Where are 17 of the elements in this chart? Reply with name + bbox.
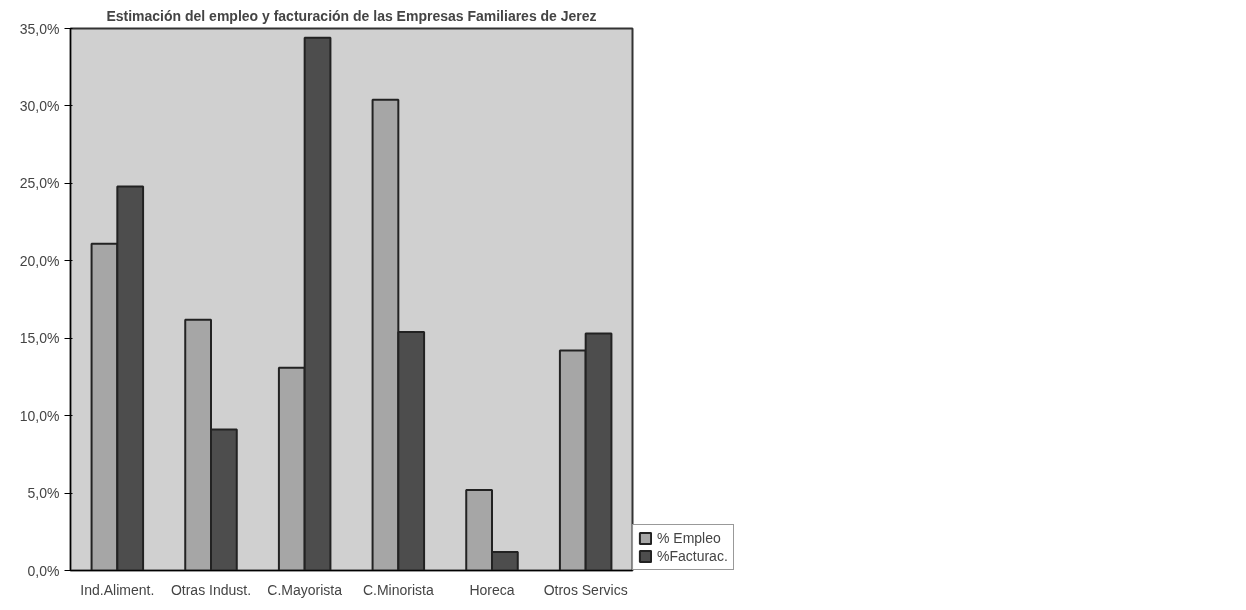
x-tick-label: Otros Servics — [543, 581, 628, 598]
y-tick-label: 30,0% — [19, 97, 60, 114]
x-tick-label: Ind.Aliment. — [80, 581, 155, 598]
y-tick-label: 5,0% — [27, 485, 60, 502]
x-tick-label: Horeca — [469, 581, 515, 598]
x-tick-label: C.Mayorista — [267, 581, 343, 598]
y-tick-label: 35,0% — [19, 20, 60, 37]
y-tick-label: 15,0% — [19, 330, 60, 347]
y-tick-label: 10,0% — [19, 407, 60, 424]
legend-label: %Facturac. — [657, 548, 728, 564]
y-tick-label: 20,0% — [19, 252, 60, 269]
x-tick-label: Otras Indust. — [170, 581, 252, 598]
y-tick-label: 25,0% — [19, 175, 60, 192]
y-tick-label: 0,0% — [27, 562, 60, 579]
x-tick-label: C.Minorista — [362, 581, 434, 598]
legend-label: % Empleo — [657, 530, 721, 546]
chart-title: Estimación del empleo y facturación de las Empresas Familiares de Jerez — [106, 7, 597, 24]
